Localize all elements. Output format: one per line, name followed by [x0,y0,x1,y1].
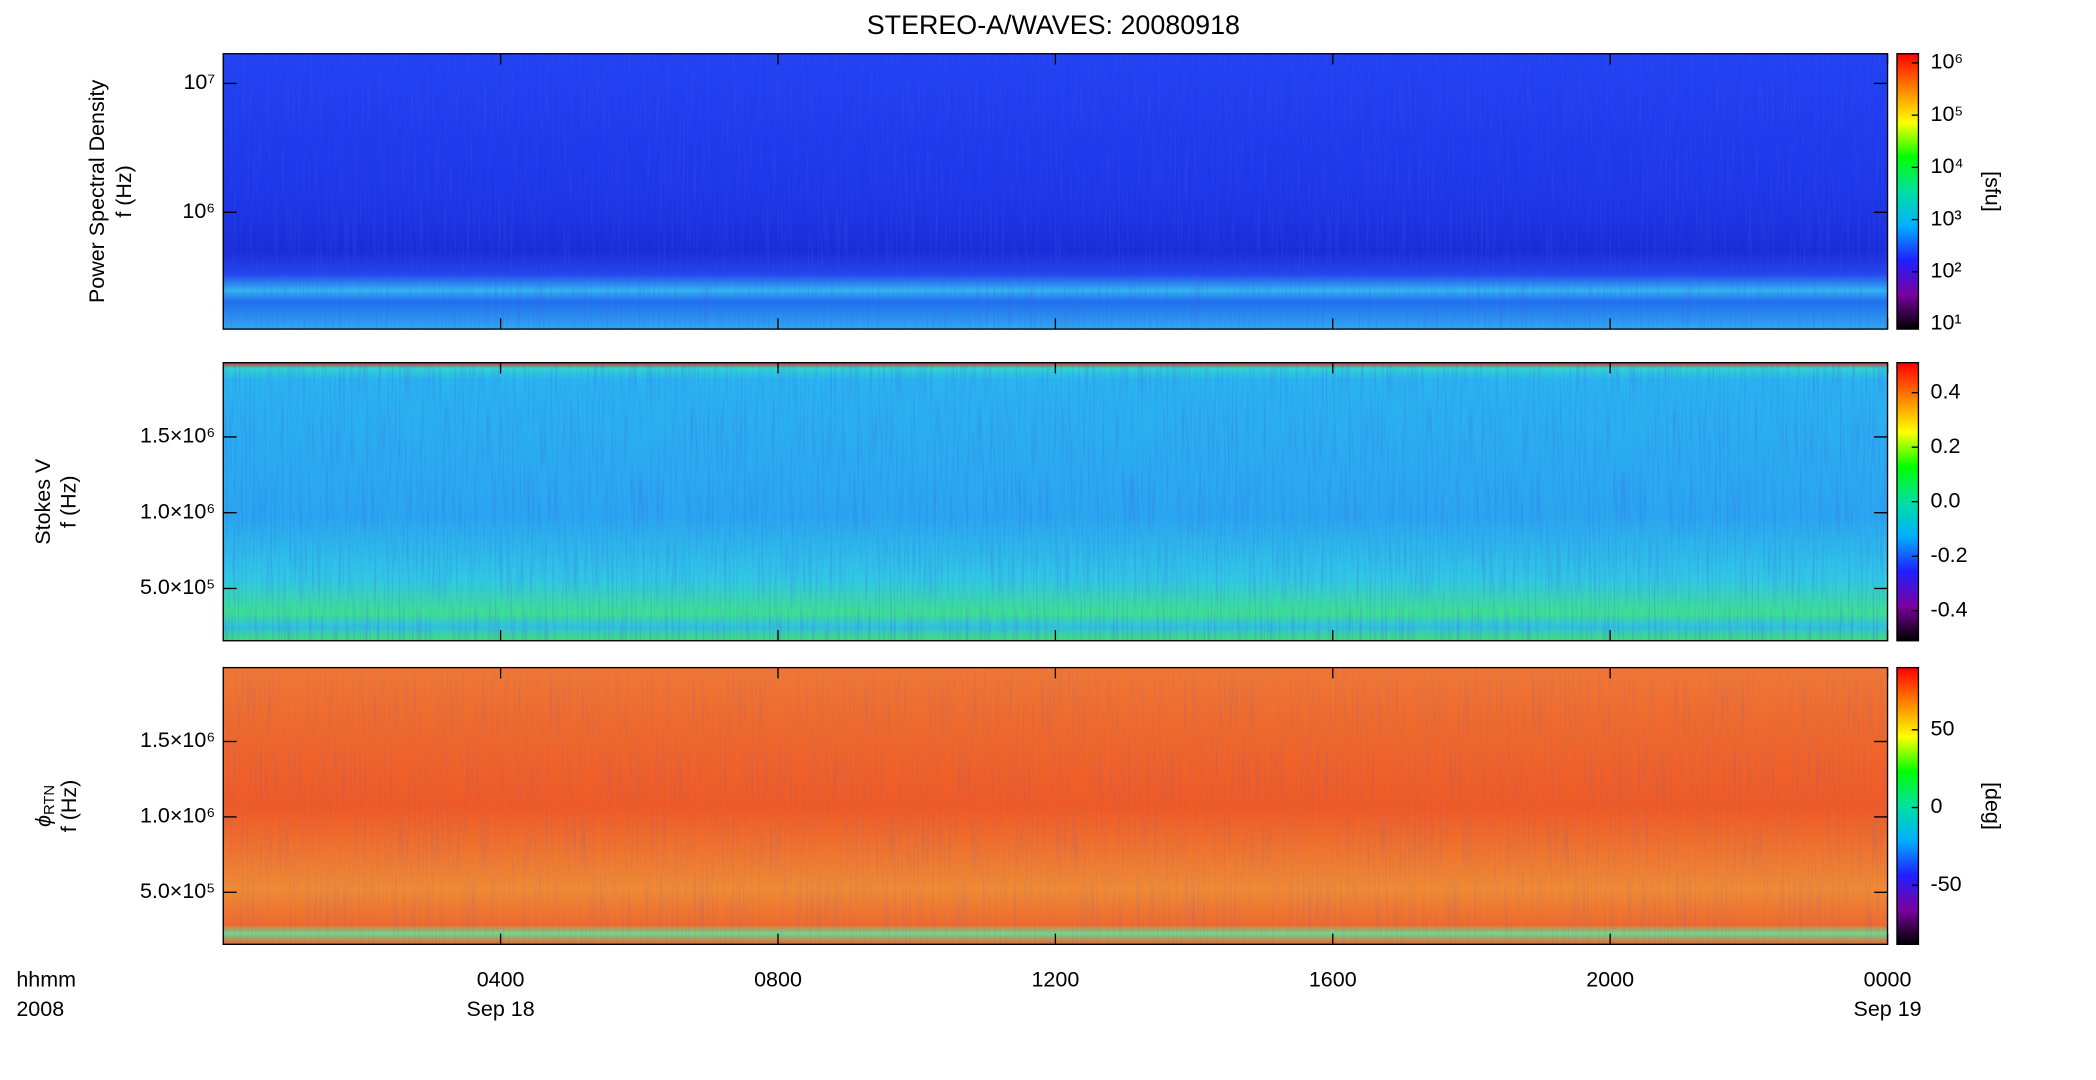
y-axis-label: f (Hz) [57,475,81,528]
colorbar-tick-label: 0.0 [1931,488,1961,512]
y-axis-label: Power Spectral Density [85,80,109,304]
colorbar-tick-label: 0 [1931,794,1943,818]
colorbar-tick-label: 10³ [1931,206,1962,230]
x-tick-label: 0400 [477,967,525,991]
x-tick-label: 0800 [754,967,802,991]
colorbar-label: [sfu] [1980,171,2004,212]
y-tick-label: 10⁷ [183,70,215,94]
y-axis-label: ϕRTN [31,785,58,827]
colorbar-label: [deg] [1980,782,2004,830]
x-tick-label: 1600 [1309,967,1357,991]
x-tick-label: 2000 [1586,967,1634,991]
colorbar [1896,666,1920,945]
y-axis-label-subscript: RTN [42,785,58,815]
x-tick-date: Sep 18 [467,997,535,1021]
colorbar-tick-label: 0.2 [1931,434,1961,458]
spectrogram-texture [223,53,1888,330]
colorbar-tick-label: -0.4 [1931,597,1968,621]
y-tick-label: 5.0×10⁵ [140,879,215,903]
y-tick-label: 10⁶ [182,199,215,223]
y-tick-label: 1.5×10⁶ [140,424,215,448]
colorbar-tick-label: -0.2 [1931,543,1968,567]
time-axis-name: hhmm [16,967,76,991]
chart-title: STEREO-A/WAVES: 20080918 [867,10,1240,40]
y-axis-label: f (Hz) [57,780,81,833]
x-tick-date: Sep 19 [1854,997,1922,1021]
y-tick-label: 1.0×10⁶ [140,499,215,523]
colorbar [1896,53,1920,330]
spectrogram-texture [223,667,1888,945]
y-tick-label: 5.0×10⁵ [140,575,215,599]
colorbar-tick-label: 10¹ [1931,311,1962,335]
colorbar-tick-label: 0.4 [1931,379,1961,403]
colorbar-tick-label: 10⁴ [1931,154,1964,178]
colorbar-tick-label: 10² [1931,258,1962,282]
y-tick-label: 1.5×10⁶ [140,728,215,752]
time-axis-year: 2008 [16,997,64,1021]
x-tick-label: 1200 [1031,967,1079,991]
x-tick-label: 0000 [1864,967,1912,991]
y-axis-label-symbol: ϕ [31,815,55,827]
y-axis-label: Stokes V [31,458,55,545]
colorbar-tick-label: 50 [1931,716,1955,740]
colorbar-tick-label: -50 [1931,872,1962,896]
y-axis-label: f (Hz) [112,165,136,218]
colorbar-tick-label: 10⁶ [1931,50,1964,74]
y-tick-label: 1.0×10⁶ [140,804,215,828]
colorbar-tick-label: 10⁵ [1931,102,1964,126]
spectrogram-texture [223,362,1888,641]
